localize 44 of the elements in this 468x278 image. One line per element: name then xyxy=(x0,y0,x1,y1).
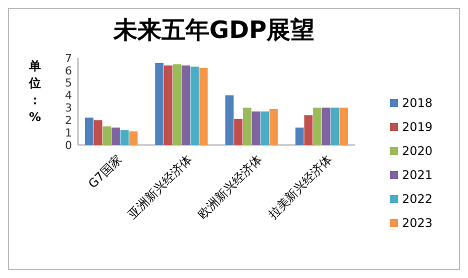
bar xyxy=(199,68,208,145)
y-tick-label: 7 xyxy=(65,52,72,65)
bar xyxy=(252,111,260,145)
y-tick-label: 6 xyxy=(65,64,72,78)
bar xyxy=(172,64,182,145)
x-tick-label: 亚洲新兴经济体 xyxy=(125,152,195,222)
bar xyxy=(322,108,330,145)
y-tick-label: 5 xyxy=(65,76,72,90)
bar xyxy=(260,111,270,145)
bar xyxy=(182,65,190,145)
bar xyxy=(190,66,199,145)
legend-label: 2020 xyxy=(402,144,433,158)
y-tick-label: 2 xyxy=(65,114,72,127)
x-tick-label: 拉美新兴经济体 xyxy=(265,152,335,222)
bar xyxy=(330,108,340,145)
bar xyxy=(102,126,112,145)
y-tick-label: 1 xyxy=(65,126,72,140)
bar xyxy=(129,131,138,145)
bar xyxy=(269,108,278,145)
legend-label: 2022 xyxy=(402,192,433,206)
bar xyxy=(112,128,120,145)
bar xyxy=(313,108,322,145)
x-tick-label: 欧洲新兴经济体 xyxy=(195,152,265,222)
y-tick-label: 3 xyxy=(65,102,72,115)
bar xyxy=(155,62,164,145)
legend-label: 2021 xyxy=(402,168,433,182)
bar xyxy=(94,120,102,145)
chart-title: 未来五年GDP展望 xyxy=(112,16,315,44)
bar xyxy=(340,108,348,145)
bar xyxy=(242,108,252,145)
y-axis-title: 单位：% xyxy=(28,59,42,124)
bar xyxy=(295,128,304,145)
bar xyxy=(304,115,313,145)
legend-label: 2019 xyxy=(402,120,433,134)
legend-label: 2023 xyxy=(402,216,433,230)
bar xyxy=(164,65,172,145)
y-tick-label: 4 xyxy=(65,89,72,102)
x-tick-label: G7国家 xyxy=(86,152,124,192)
bar xyxy=(85,118,94,145)
legend-label: 2018 xyxy=(402,96,433,110)
bar xyxy=(225,95,234,145)
bar xyxy=(120,130,129,145)
y-tick-label: 0 xyxy=(65,138,72,152)
bar xyxy=(234,118,243,145)
